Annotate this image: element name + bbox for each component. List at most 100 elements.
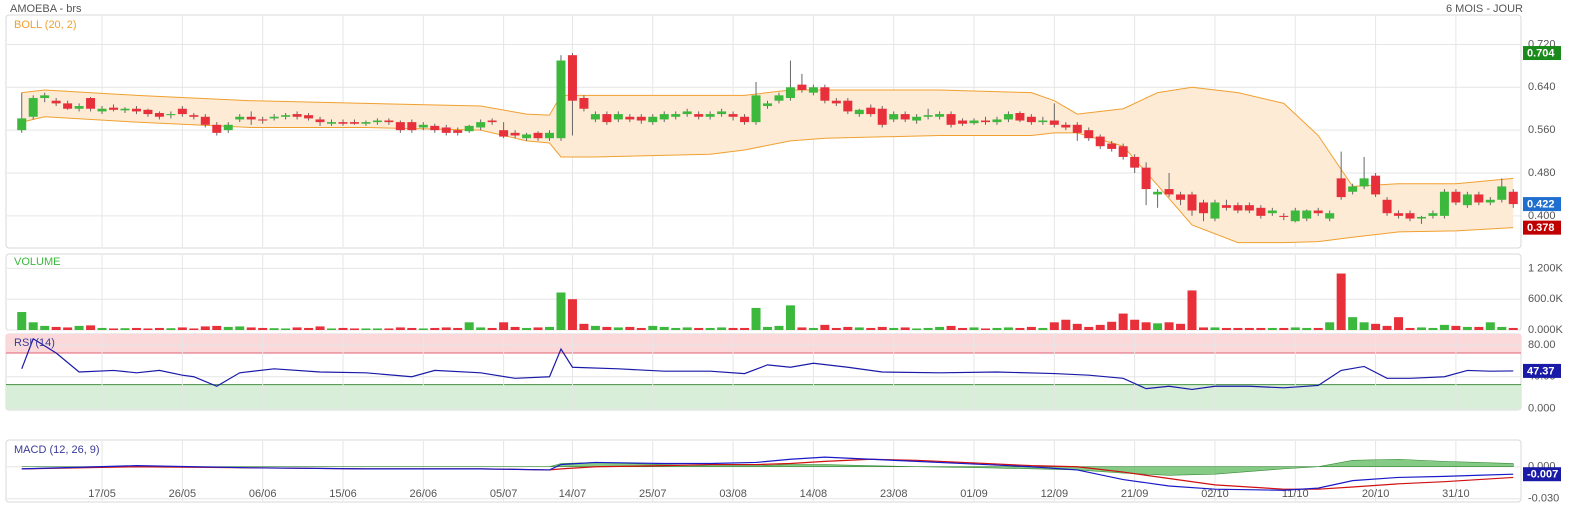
candle-body bbox=[86, 98, 96, 109]
x-tick-label: 26/06 bbox=[410, 488, 438, 500]
candle-body bbox=[120, 108, 130, 111]
candle-body bbox=[464, 125, 474, 132]
chart-title: AMOEBA - brs bbox=[10, 3, 82, 15]
candle-body bbox=[854, 109, 864, 115]
volume-bar bbox=[946, 325, 956, 330]
candle-body bbox=[327, 122, 337, 124]
volume-bar bbox=[304, 327, 314, 330]
y-tick-label: 0.400 bbox=[1528, 210, 1556, 222]
volume-bar bbox=[1244, 327, 1254, 330]
x-tick-label: 01/09 bbox=[960, 488, 988, 500]
candle-body bbox=[556, 60, 566, 139]
volume-bar bbox=[177, 327, 187, 330]
candle-body bbox=[1279, 215, 1289, 217]
volume-bar bbox=[143, 328, 153, 330]
candle-body bbox=[40, 95, 50, 99]
x-tick-label: 02/10 bbox=[1201, 488, 1229, 500]
volume-bar bbox=[1290, 327, 1300, 330]
macd-value: -0.007 bbox=[1527, 469, 1558, 481]
x-tick-label: 23/08 bbox=[880, 488, 908, 500]
x-tick-label: 21/09 bbox=[1121, 488, 1149, 500]
volume-bar bbox=[545, 326, 555, 330]
candle-body bbox=[315, 119, 325, 123]
volume-bar bbox=[843, 326, 853, 330]
volume-bar bbox=[923, 327, 933, 330]
volume-bar bbox=[1439, 324, 1449, 330]
candle-body bbox=[97, 108, 107, 112]
volume-bar bbox=[17, 312, 27, 330]
candle-body bbox=[625, 116, 635, 120]
volume-bar bbox=[682, 327, 692, 330]
candle-body bbox=[1462, 194, 1472, 206]
candle-body bbox=[659, 114, 669, 120]
price-panel bbox=[5, 14, 1522, 249]
candle-body bbox=[545, 132, 555, 139]
volume-bar bbox=[1038, 327, 1048, 330]
candle-body bbox=[143, 109, 153, 115]
candle-body bbox=[946, 114, 956, 125]
candle-body bbox=[1107, 143, 1117, 149]
candle-body bbox=[877, 108, 887, 125]
candle-body bbox=[212, 124, 222, 133]
candle-body bbox=[1233, 205, 1243, 211]
candle-body bbox=[900, 114, 910, 120]
y-tick-label: 0.480 bbox=[1528, 167, 1556, 179]
candle-body bbox=[923, 115, 933, 117]
volume-bar bbox=[935, 326, 945, 330]
x-tick-label: 26/05 bbox=[169, 488, 197, 500]
volume-bar bbox=[384, 328, 394, 330]
candle-body bbox=[579, 98, 589, 109]
volume-bar bbox=[292, 327, 302, 330]
rsi-overbought-zone bbox=[6, 334, 1521, 353]
candle-body bbox=[487, 120, 497, 123]
macd-panel bbox=[5, 439, 1522, 503]
volume-bar bbox=[579, 323, 589, 330]
volume-bar bbox=[1176, 323, 1186, 330]
volume-bar bbox=[1049, 322, 1059, 330]
candle-body bbox=[1003, 114, 1013, 120]
candle-body bbox=[1164, 189, 1174, 195]
volume-bar bbox=[1015, 327, 1025, 330]
volume-bar bbox=[1497, 326, 1507, 330]
candle-body bbox=[63, 103, 73, 109]
volume-bar bbox=[694, 327, 704, 330]
volume-bar bbox=[808, 327, 818, 330]
x-tick-label: 17/05 bbox=[88, 488, 116, 500]
volume-bar bbox=[1198, 327, 1208, 330]
candle-body bbox=[200, 116, 210, 125]
candle-body bbox=[1474, 194, 1484, 203]
rsi-label: RSI (14) bbox=[14, 337, 55, 349]
last-close-value: 0.422 bbox=[1527, 198, 1555, 210]
candle-body bbox=[441, 127, 451, 133]
candle-body bbox=[1497, 186, 1507, 200]
volume-bar bbox=[797, 327, 807, 330]
candle-body bbox=[1084, 130, 1094, 139]
candle-body bbox=[1130, 156, 1140, 168]
candle-body bbox=[361, 122, 371, 124]
y-tick-label: 1 200K bbox=[1528, 262, 1564, 274]
volume-bar bbox=[97, 327, 107, 330]
x-tick-label: 06/06 bbox=[249, 488, 277, 500]
candle-body bbox=[522, 134, 532, 139]
volume-bar bbox=[1153, 323, 1163, 330]
candle-body bbox=[304, 115, 314, 119]
candle-body bbox=[1394, 213, 1404, 216]
candle-body bbox=[958, 120, 968, 124]
candle-body bbox=[1015, 113, 1025, 121]
volume-bar bbox=[441, 327, 451, 330]
volume-bar bbox=[338, 327, 348, 330]
candle-body bbox=[430, 125, 440, 131]
candle-body bbox=[1061, 124, 1071, 128]
candle-body bbox=[1485, 199, 1495, 203]
volume-bar bbox=[1164, 322, 1174, 330]
candle-body bbox=[510, 132, 520, 136]
lower-band-value-box bbox=[1523, 220, 1561, 235]
volume-bar bbox=[1508, 327, 1518, 330]
volume-bar bbox=[831, 327, 841, 330]
volume-bar bbox=[154, 327, 164, 330]
volume-bar bbox=[854, 327, 864, 330]
candle-body bbox=[763, 103, 772, 107]
candle-body bbox=[109, 107, 119, 110]
candle-body bbox=[808, 87, 818, 93]
volume-bar bbox=[556, 292, 566, 330]
